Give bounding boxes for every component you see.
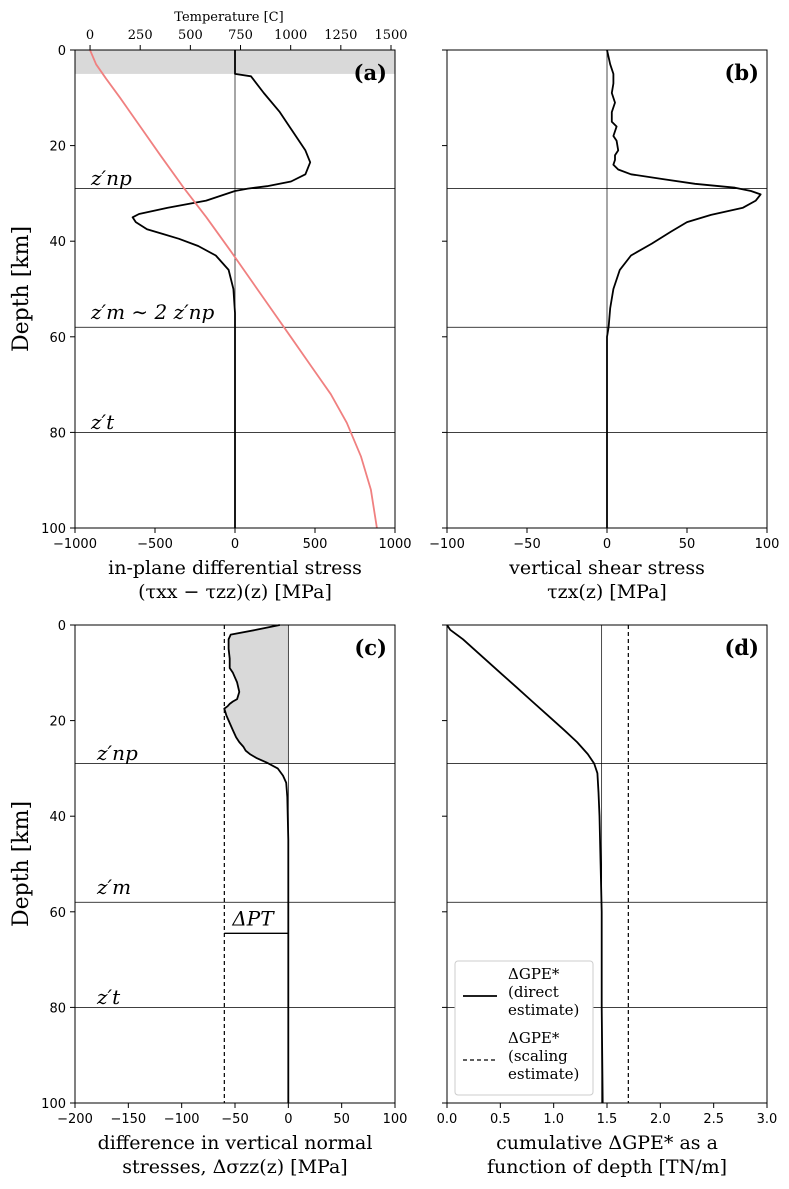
x-tick-label: 500 (303, 537, 328, 552)
x-axis-label-2: function of depth [TN/m] (487, 1156, 727, 1178)
depth-annotation-2: z′t (96, 985, 121, 1009)
x-tick-label: 100 (383, 1112, 408, 1127)
top-tick-label: 1000 (274, 28, 307, 43)
panel-label: (b) (724, 60, 759, 85)
legend-text: (scaling (508, 1047, 568, 1065)
y-axis-label: Depth [km] (9, 801, 34, 927)
legend-box (454, 960, 594, 1096)
depth-annotation-1: z′m ∼ 2 z′np (90, 300, 215, 324)
panel-label: (d) (724, 635, 759, 660)
x-tick-label: −100 (429, 537, 465, 552)
top-tick-label: 500 (178, 28, 203, 43)
x-tick-label: 2.0 (650, 1112, 671, 1127)
top-tick-label: 750 (228, 28, 253, 43)
top-tick-label: 250 (128, 28, 153, 43)
x-tick-label: −500 (137, 537, 173, 552)
legend-text: (direct (508, 983, 559, 1001)
legend: ΔGPE*(directestimate)ΔGPE*(scalingestima… (454, 960, 594, 1096)
x-tick-label: 50 (679, 537, 696, 552)
x-tick-label: −50 (221, 1112, 248, 1127)
y-tick-label: 80 (49, 1001, 66, 1016)
x-axis-label: vertical shear stress (508, 557, 705, 579)
y-tick-label: 100 (41, 522, 66, 537)
series-shear (606, 49, 762, 528)
series-dsigma (223, 624, 290, 1103)
y-tick-label: 20 (49, 715, 66, 730)
depth-annotation-0: z′np (90, 166, 132, 190)
x-tick-label: 1000 (378, 537, 411, 552)
panel-b: −100 −50 0 50 100 vertical shear stressτzx(z)… (429, 49, 780, 603)
panel-label: (a) (354, 60, 387, 85)
x-tick-label: 100 (755, 537, 780, 552)
x-tick-label: −50 (513, 537, 540, 552)
x-tick-label: −150 (110, 1112, 146, 1127)
delta-pt-label: ΔPT (231, 906, 275, 930)
top-axis-label: Temperature [C] (174, 10, 283, 25)
top-tick-label: 0 (86, 28, 94, 43)
series-gpe (446, 624, 604, 1104)
legend-text: estimate) (508, 1001, 579, 1019)
depth-annotation-1: z′m (96, 875, 131, 899)
legend-text: ΔGPE* (508, 1029, 560, 1047)
axes-frame (74, 624, 396, 1104)
x-tick-label: 0 (284, 1112, 292, 1127)
top-tick-label: 1500 (374, 28, 407, 43)
x-axis-label-2: τzx(z) [MPa] (547, 581, 667, 603)
y-tick-label: 100 (41, 1097, 66, 1112)
x-axis-label-2: stresses, Δσzz(z) [MPa] (122, 1156, 347, 1178)
x-tick-label: 1.5 (597, 1112, 618, 1127)
y-tick-label: 0 (58, 619, 66, 634)
x-tick-label: 0.5 (490, 1112, 511, 1127)
y-tick-label: 0 (58, 44, 66, 59)
y-tick-label: 40 (49, 810, 66, 825)
series-temperature (89, 49, 378, 529)
depth-annotation-0: z′np (96, 741, 138, 765)
y-axis-label: Depth [km] (9, 226, 34, 352)
y-tick-label: 20 (49, 140, 66, 155)
x-axis-label: difference in vertical normal (98, 1132, 373, 1154)
x-axis-label: cumulative ΔGPE* as a (496, 1132, 718, 1154)
y-tick-label: 40 (49, 235, 66, 250)
x-tick-label: 0 (231, 537, 239, 552)
y-tick-label: 60 (49, 906, 66, 921)
x-tick-label: 2.5 (703, 1112, 724, 1127)
x-tick-label: 0.0 (437, 1112, 458, 1127)
x-tick-label: 1.0 (543, 1112, 564, 1127)
x-tick-label: 0 (603, 537, 611, 552)
x-tick-label: 3.0 (757, 1112, 778, 1127)
x-axis-label: in-plane differential stress (108, 557, 362, 579)
series-stress (131, 50, 312, 528)
legend-text: estimate) (508, 1065, 579, 1083)
x-tick-label: −1000 (53, 537, 97, 552)
top-tick-label: 1250 (324, 28, 357, 43)
shaded-area (224, 625, 289, 764)
panel-label: (c) (354, 635, 387, 660)
x-tick-label: −200 (57, 1112, 93, 1127)
x-tick-label: −100 (164, 1112, 200, 1127)
x-tick-label: 50 (333, 1112, 350, 1127)
depth-annotation-2: z′t (90, 410, 115, 434)
panel-c: ΔPT −200 −150 −100 −50 0 50 100 0 20 40 60 80 100 diff… (9, 619, 407, 1178)
y-tick-label: 80 (49, 426, 66, 441)
x-axis-label-2: (τxx − τzz)(z) [MPa] (138, 581, 332, 603)
legend-text: ΔGPE* (508, 965, 560, 983)
panel-d: 0.0 0.5 1.0 1.5 2.0 2.5 3.0 cumulative ΔGPE* as… (437, 624, 778, 1178)
y-tick-label: 60 (49, 331, 66, 346)
